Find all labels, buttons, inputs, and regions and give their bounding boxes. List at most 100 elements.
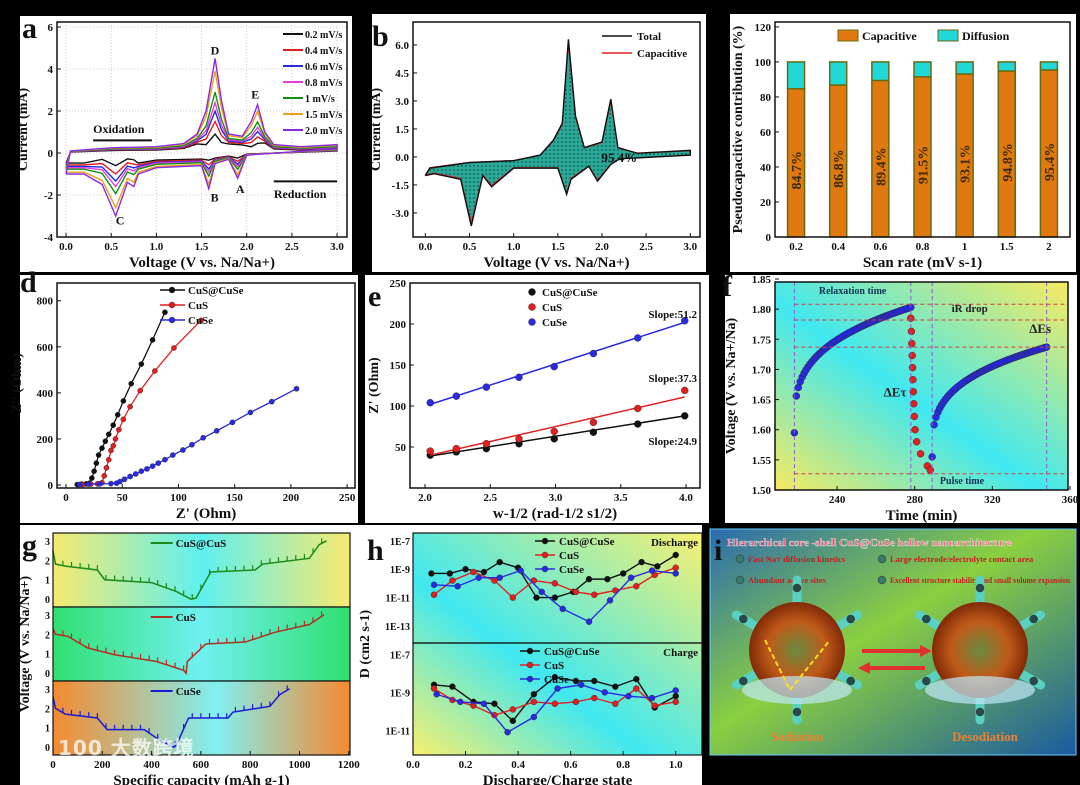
x-tick-label: 2.0: [595, 241, 609, 253]
legend-label: 0.4 mV/s: [305, 46, 342, 57]
sodium-ion-icon: [975, 707, 985, 717]
data-point: [572, 588, 580, 596]
x-tick-label: 1200: [338, 759, 361, 771]
x-tick-label: 0.4: [831, 241, 845, 253]
data-point: [105, 431, 112, 438]
data-point: [515, 435, 523, 443]
legend-label: Capacitive: [862, 29, 917, 43]
data-point: [268, 398, 275, 405]
subplot-background: [53, 533, 350, 607]
y-tick-label: 3: [45, 611, 50, 622]
panel-letter-i: i: [714, 534, 722, 567]
data-point: [619, 570, 627, 577]
sodium-ion-icon: [1029, 614, 1038, 624]
sodium-ion-icon: [922, 676, 931, 686]
nanoparticle: [932, 602, 1028, 698]
data-point: [162, 309, 168, 316]
slope-label: Slope:24.9: [648, 436, 697, 448]
y-tick-label: 50: [395, 442, 407, 454]
chart-a-cv-curves: 0.2 mV/s 0.4 mV/s 0.6 mV/s 0.8 mV/s 1 mV/s 1.…: [16, 21, 348, 271]
data-point: [589, 418, 598, 427]
legend-label: 1 mV/s: [305, 94, 335, 105]
x-tick-label: 360: [1062, 494, 1079, 506]
cv-series-2-0-mV-s: [65, 58, 338, 218]
data-point: [672, 551, 679, 559]
nanoparticle: [749, 602, 845, 698]
y-tick-label: 0: [45, 595, 50, 606]
data-point: [470, 568, 477, 576]
y-tick-label: 2: [45, 556, 50, 567]
y-tick-label: 6.0: [395, 40, 409, 52]
legend-label: CuS@CuSe: [188, 285, 244, 297]
sodium-ion-icon: [739, 614, 748, 624]
data-point: [149, 463, 156, 469]
legend-label: CuSe: [544, 674, 569, 686]
y-tick-label: 0: [45, 669, 50, 680]
y-tick-label: 200: [37, 434, 54, 446]
legend-label: 2.0 mV/s: [305, 126, 342, 137]
data-point: [475, 574, 482, 581]
plot-frame: [412, 21, 701, 238]
y-tick-label: 2: [48, 106, 54, 118]
data-point: [538, 588, 545, 596]
data-point: [634, 404, 642, 413]
data-point: [293, 385, 300, 392]
x-tick-label: 50: [117, 492, 129, 504]
bar-diffusion: [828, 61, 848, 86]
y-tick-label: 1.70: [752, 364, 772, 376]
x-tick-label: 200: [94, 759, 111, 771]
bar-diffusion: [871, 61, 890, 82]
data-point: [105, 456, 112, 463]
sodium-ion-icon: [846, 676, 855, 686]
data-point: [144, 466, 150, 472]
x-tick-label: 0.0: [418, 241, 432, 253]
y-tick-label: 1: [45, 576, 50, 587]
subplot-label: Discharge: [651, 537, 698, 549]
data-point: [454, 583, 461, 590]
data-point: [589, 349, 598, 358]
x-tick-label: 3.0: [330, 241, 344, 253]
y-tick-label: 20: [760, 197, 772, 209]
y-tick-label: 1.50: [752, 485, 772, 497]
panel-letter-e: e: [368, 280, 381, 313]
legend-label: CuSe: [542, 317, 567, 329]
panel-letter-h: h: [367, 534, 384, 567]
data-point: [108, 447, 114, 454]
data-point: [504, 729, 511, 736]
x-axis-label: Time (min): [886, 508, 958, 524]
data-point: [585, 618, 593, 625]
pulse-point: [916, 450, 925, 458]
annotation: iR drop: [952, 303, 988, 315]
subplot-label: Charge: [663, 647, 698, 659]
x-axis-label: Scan rate (mV s-1): [863, 255, 982, 271]
x-tick-label: 1: [962, 241, 968, 253]
data-point: [229, 419, 236, 426]
data-point: [551, 700, 559, 707]
x-tick-label: 0.8: [616, 759, 630, 771]
bullet-icon: [735, 575, 745, 585]
data-point: [120, 398, 127, 404]
legend-label: Total: [637, 31, 661, 43]
plot-frame: [774, 21, 1071, 238]
legend-label: CuSe: [176, 686, 201, 698]
slope-label: Slope:37.3: [648, 373, 697, 385]
diffusion-line: [433, 569, 676, 623]
y-tick-label: 120: [755, 22, 772, 34]
data-point: [428, 570, 435, 577]
x-tick-label: 0.5: [463, 241, 477, 253]
annotation: Reduction: [274, 187, 327, 201]
data-point: [433, 691, 440, 698]
data-point: [457, 698, 464, 706]
data-point: [551, 580, 559, 587]
x-tick-label: 4.0: [679, 492, 693, 504]
y-tick-label: 4: [48, 64, 54, 76]
data-point: [102, 438, 109, 445]
data-point: [155, 460, 162, 466]
y-tick-label: 0: [48, 480, 54, 492]
x-tick-label: 2.5: [483, 492, 497, 504]
data-point: [550, 427, 558, 436]
data-point: [426, 399, 434, 407]
data-point: [171, 345, 177, 351]
schematic-bullet: Abundant active sites: [748, 575, 827, 585]
x-axis-label: Discharge/Charge state: [483, 773, 633, 785]
